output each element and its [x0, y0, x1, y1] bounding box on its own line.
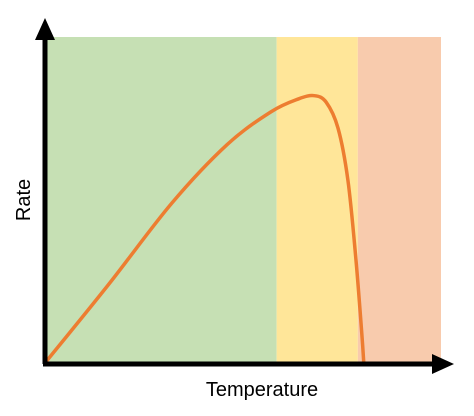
y-axis-label: Rate [13, 179, 35, 221]
background-band-3 [357, 37, 441, 363]
x-axis-label: Temperature [206, 379, 318, 401]
x-axis-arrow [432, 354, 454, 374]
background-bands [45, 37, 441, 363]
background-band-2 [276, 37, 358, 363]
rate-curve [43, 93, 366, 365]
background-band-1 [45, 37, 277, 363]
y-axis-arrow [35, 18, 55, 40]
